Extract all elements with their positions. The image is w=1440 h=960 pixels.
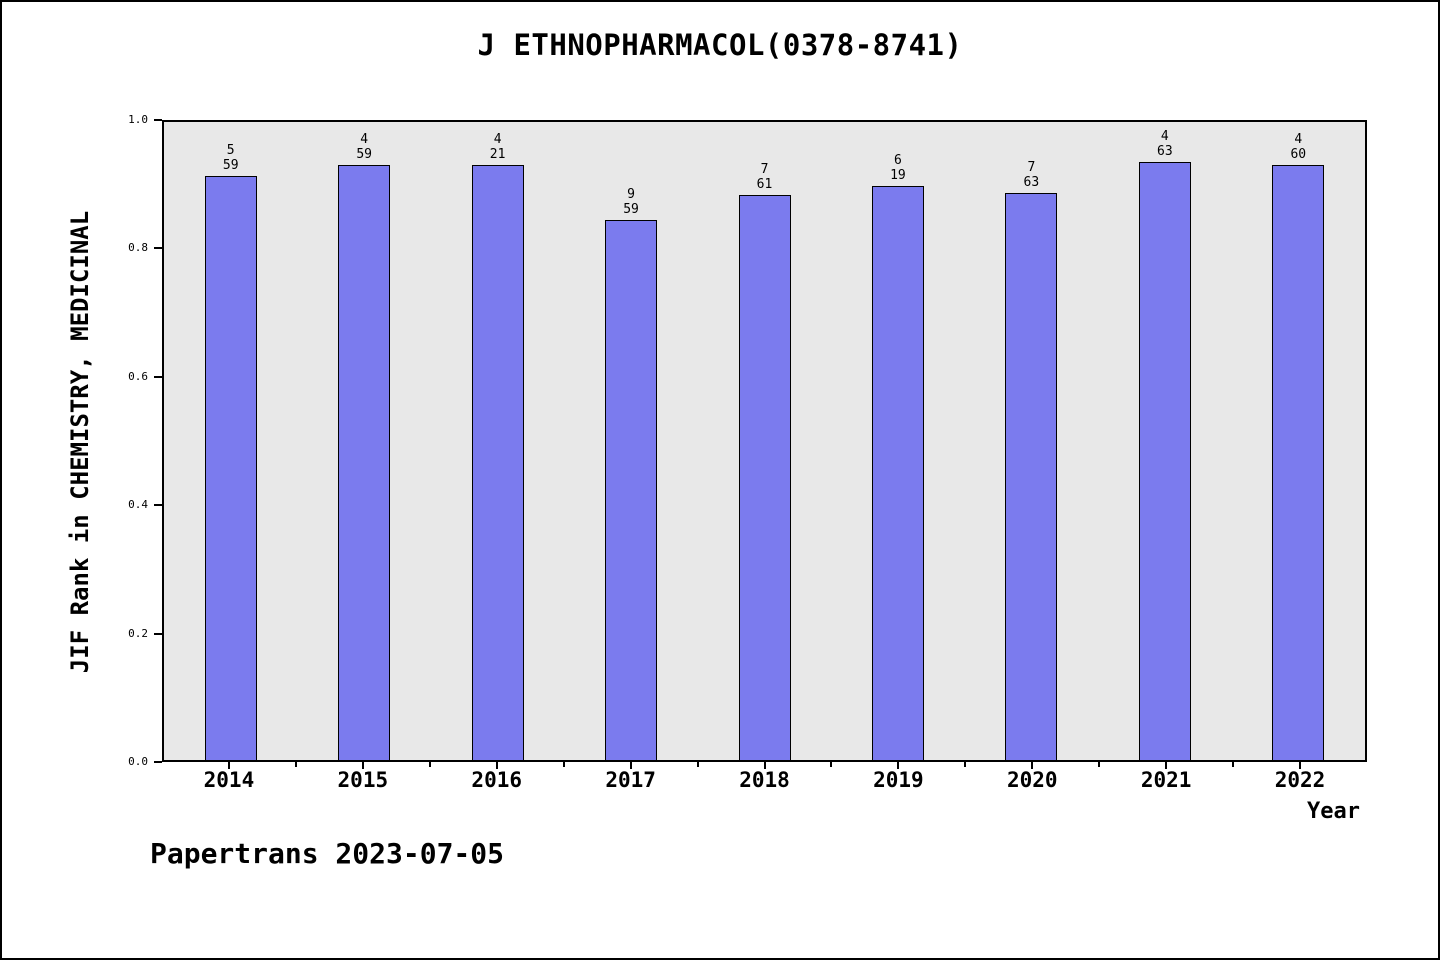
bar-rank-value: 6 (894, 153, 902, 168)
bar-rank-value: 5 (226, 143, 235, 158)
bar-rank-value: 9 (627, 187, 635, 202)
bar-total-value: 60 (1290, 147, 1307, 162)
bar-rank-value: 7 (1027, 160, 1036, 175)
y-tick-mark (154, 119, 162, 121)
x-minor-tick-mark (964, 762, 967, 767)
bar-value-label: 4 59 (324, 132, 404, 162)
chart-title: J ETHNOPHARMACOL(0378-8741) (477, 28, 963, 62)
bar-2021 (1138, 162, 1191, 760)
y-tick-label-0.4: 0.4 (128, 498, 148, 512)
plot-area: 5 59 4 59 4 21 9 59 7 61 6 19 7 63 4 63 4 60 (162, 120, 1367, 762)
x-minor-tick-mark (1098, 762, 1101, 767)
x-tick-label-2021: 2021 (1140, 768, 1192, 792)
x-axis-label: Year (1307, 799, 1360, 824)
x-minor-tick-mark (830, 762, 833, 767)
x-tick-label-2020: 2020 (1006, 768, 1058, 792)
watermark-text: Papertrans 2023-07-05 (150, 837, 505, 870)
x-tick-label-2014: 2014 (203, 768, 255, 792)
x-tick-mark (763, 762, 766, 769)
bar-total-value: 59 (222, 158, 239, 173)
bar-2022 (1272, 165, 1325, 760)
x-tick-mark (227, 762, 230, 769)
bar-value-label: 6 19 (858, 153, 938, 183)
bar-total-value: 19 (890, 168, 906, 183)
bar-rank-value: 4 (1294, 132, 1303, 147)
bar-2018 (738, 195, 791, 760)
x-tick-label-2018: 2018 (739, 768, 790, 792)
y-tick-mark (154, 632, 162, 635)
bar-2014 (204, 176, 257, 760)
y-tick-label-1.0: 1.0 (128, 113, 148, 126)
bar-rank-value: 4 (360, 132, 369, 147)
bar-total-value: 63 (1157, 144, 1173, 159)
bar-2015 (338, 165, 391, 760)
x-tick-mark (1165, 762, 1168, 769)
y-tick-mark (154, 247, 162, 250)
x-tick-mark (1031, 762, 1034, 769)
bar-value-label: 5 59 (191, 143, 271, 173)
x-tick-mark (1299, 762, 1302, 769)
x-tick-mark (361, 762, 364, 769)
bar-2017 (605, 220, 658, 760)
bar-rank-value: 4 (493, 132, 502, 147)
bar-rank-value: 4 (1160, 129, 1169, 144)
bar-value-label: 9 59 (591, 187, 671, 217)
bar-value-label: 4 63 (1125, 129, 1205, 159)
bar-2016 (471, 165, 524, 760)
y-tick-mark (154, 375, 162, 378)
y-tick-mark (154, 504, 162, 507)
bar-total-value: 63 (1023, 175, 1040, 190)
y-tick-label-0.8: 0.8 (128, 241, 148, 255)
y-tick-mark (154, 761, 162, 763)
bar-value-label: 7 61 (725, 162, 805, 192)
bar-value-label: 4 60 (1258, 132, 1338, 162)
bar-2019 (871, 186, 924, 760)
x-minor-tick-mark (1232, 762, 1235, 767)
bar-rank-value: 7 (760, 162, 769, 177)
x-tick-label-2017: 2017 (605, 768, 656, 792)
bar-total-value: 59 (356, 147, 372, 162)
y-axis-label: JIF Rank in CHEMISTRY, MEDICINAL (66, 210, 94, 674)
x-tick-mark (897, 762, 900, 769)
x-tick-mark (629, 762, 632, 769)
y-tick-label-0.6: 0.6 (128, 369, 148, 383)
x-tick-label-2016: 2016 (471, 768, 522, 792)
y-tick-label-0.0: 0.0 (128, 755, 148, 768)
x-minor-tick-mark (428, 762, 431, 767)
bar-value-label: 7 63 (991, 160, 1071, 190)
y-tick-label-0.2: 0.2 (128, 626, 148, 640)
bar-total-value: 21 (489, 147, 506, 162)
bar-value-label: 4 21 (458, 132, 538, 162)
x-tick-label-2019: 2019 (873, 768, 924, 792)
bar-total-value: 59 (623, 202, 639, 217)
x-minor-tick-mark (562, 762, 565, 767)
x-minor-tick-mark (294, 762, 297, 767)
bar-2020 (1005, 193, 1058, 760)
x-tick-label-2015: 2015 (337, 768, 389, 792)
x-minor-tick-mark (696, 762, 699, 767)
bar-total-value: 61 (756, 177, 773, 192)
x-tick-mark (495, 762, 498, 769)
x-tick-label-2022: 2022 (1274, 768, 1326, 792)
